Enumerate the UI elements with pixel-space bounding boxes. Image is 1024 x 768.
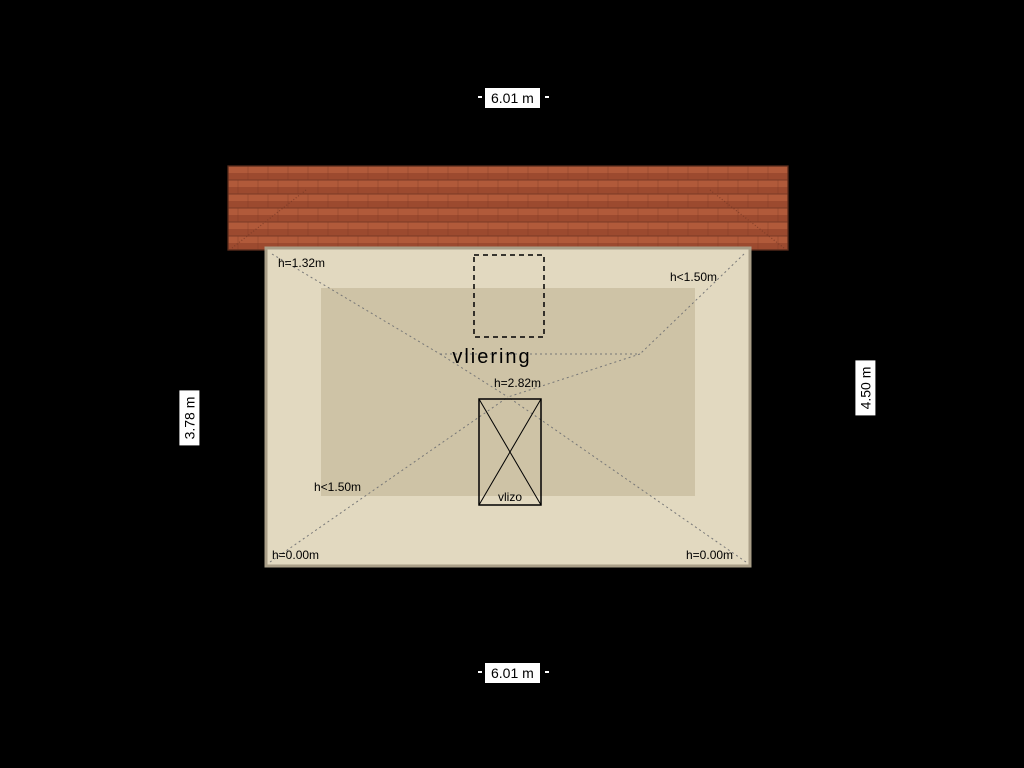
room-vliering [266,248,750,566]
height-top-left: h=1.32m [278,256,325,270]
room-name-label: vliering [452,346,531,369]
dimension-left: 3.78 m [179,391,199,446]
dimension-bottom: 6.01 m [485,663,540,683]
height-mid-left: h<1.50m [314,480,361,494]
height-top-right: h<1.50m [670,270,717,284]
dimension-right: 4.50 m [855,361,875,416]
roof-tiles [228,166,788,250]
height-bottom-left: h=0.00m [272,548,319,562]
vlizo-label: vlizo [498,490,522,504]
height-center: h=2.82m [494,376,541,390]
height-bottom-right: h=0.00m [686,548,733,562]
dimension-top: 6.01 m [485,88,540,108]
